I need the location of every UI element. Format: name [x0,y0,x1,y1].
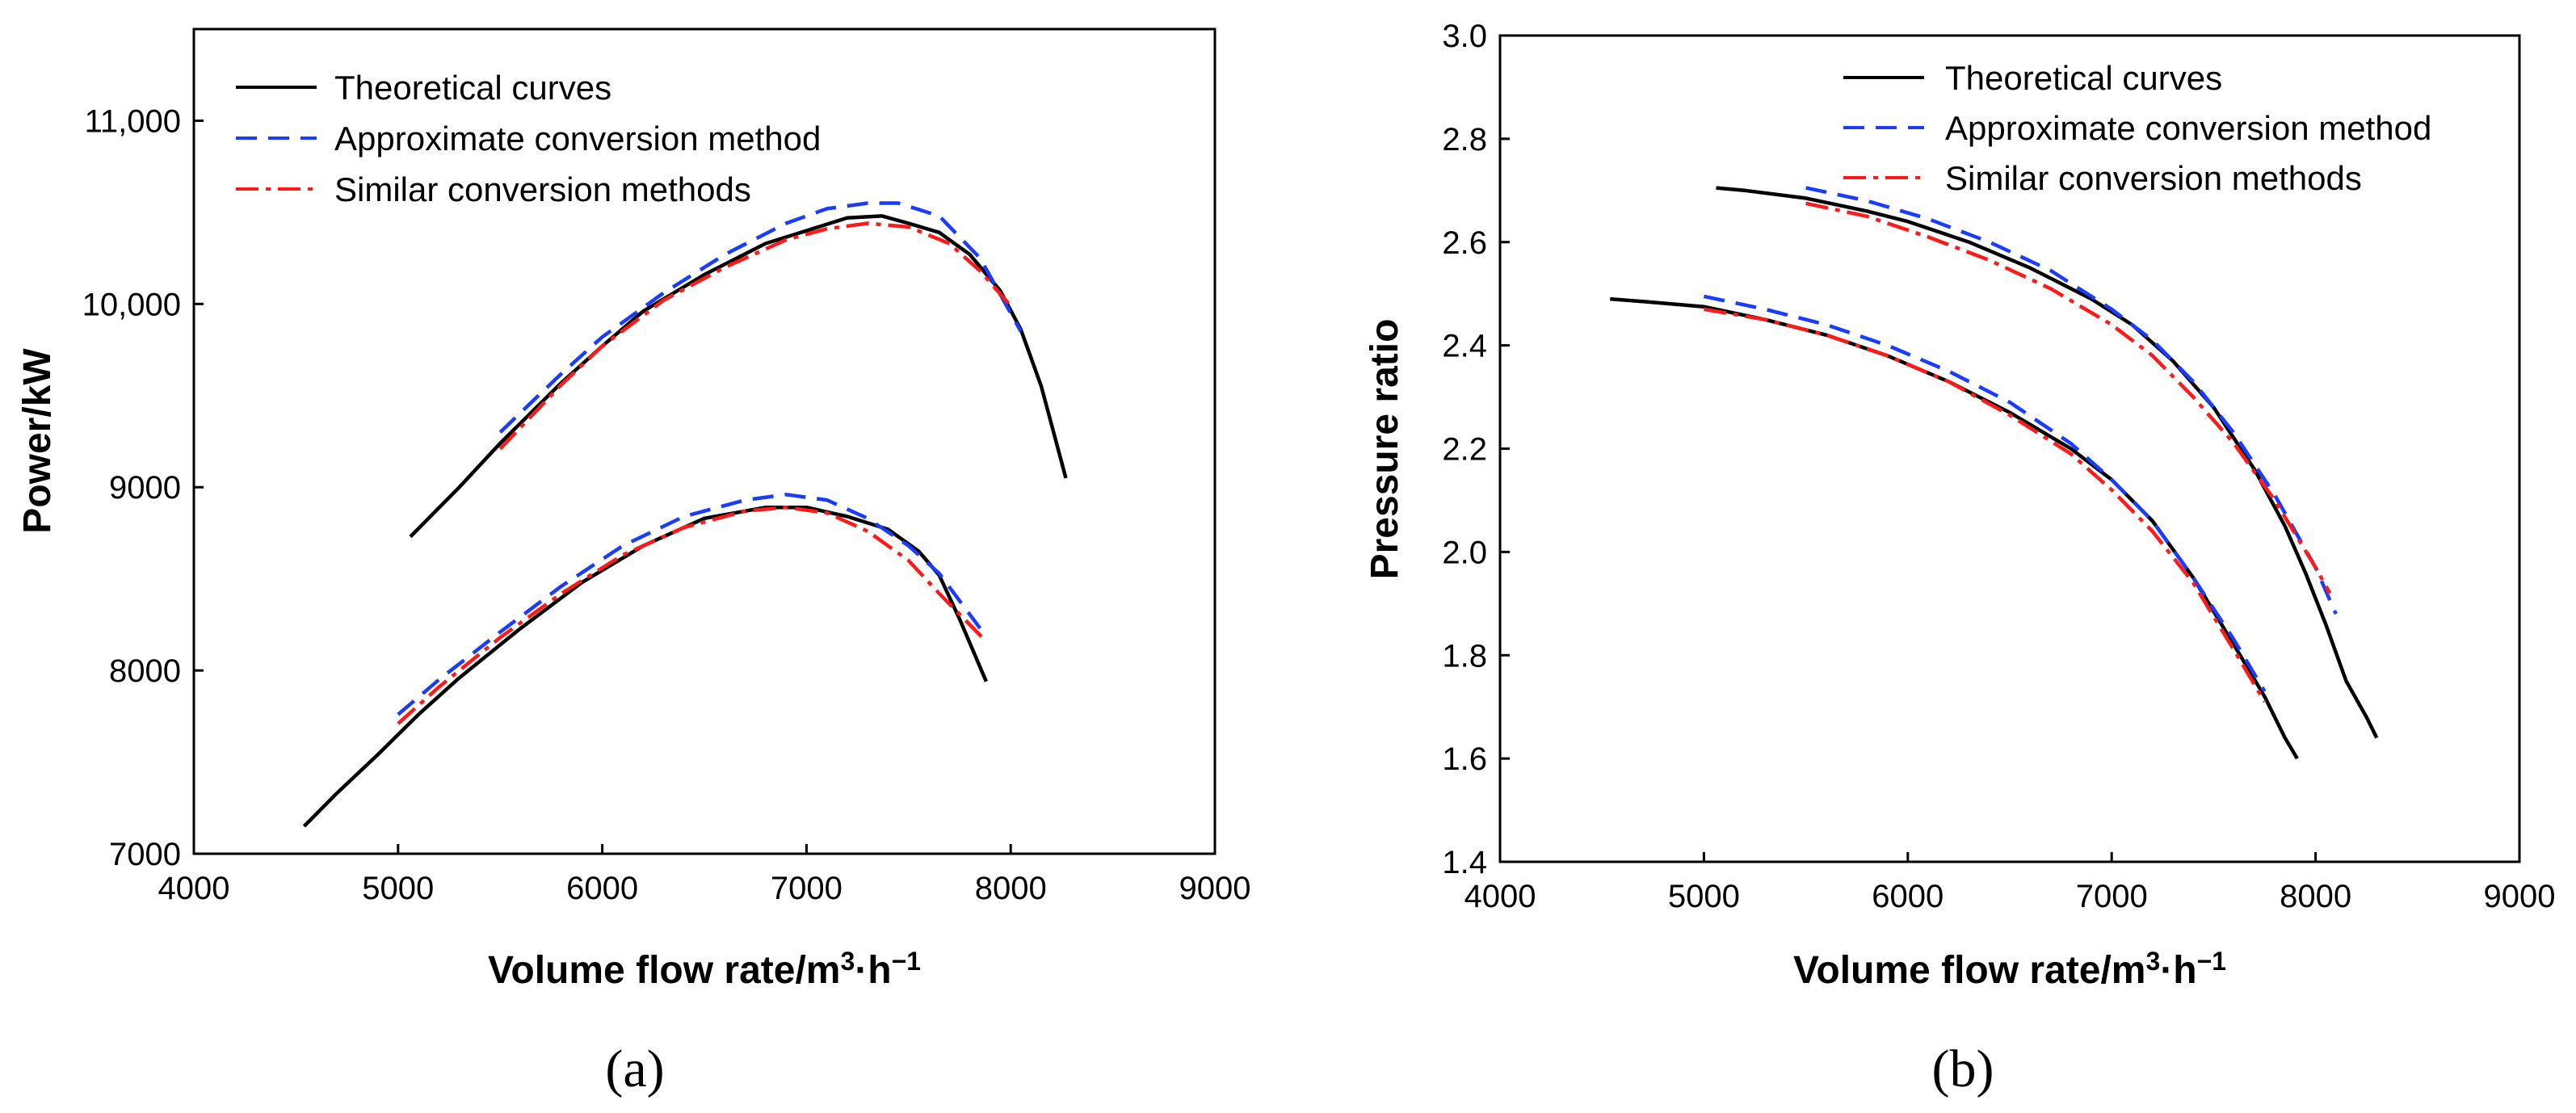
panel-a-x-tick-label: 6000 [566,871,638,906]
panel-b-y-tick-label: 2.6 [1442,225,1487,261]
panel-b-ticks: 4000 5000 6000 7000 8000 9000 1.4 1.6 1.8 2.0 2.2 2… [1442,19,2555,914]
panel-a-x-tick-label: 5000 [362,871,434,906]
panel-b-legend-label-similar: Similar conversion methods [1945,159,2362,197]
panel-a-series-solid-upper [409,214,1068,539]
panel-b-y-tick-label: 1.6 [1442,741,1487,777]
panel-b-y-tick-label: 2.8 [1442,122,1487,158]
panel-b-x-tick-label: 9000 [2484,879,2556,914]
panel-b-x-tick-label: 8000 [2280,879,2351,914]
panel-b-y-tick-label: 1.8 [1442,638,1487,674]
panel-a-x-axis-title: Volume flow rate/m3·h−1 [488,947,921,992]
panel-b-legend-label-theoretical: Theoretical curves [1945,59,2222,97]
panel-a-series-dashdot-lower [397,505,985,725]
panel-b-x-tick-label: 6000 [1872,879,1944,914]
panel-b-legend-label-approximate: Approximate conversion method [1945,109,2431,147]
panel-b-x-axis-title: Volume flow rate/m3·h−1 [1793,947,2226,992]
panel-b-y-axis-title: Pressure ratio [1364,319,1406,580]
panel-b-x-tick-label: 5000 [1668,879,1740,914]
panel-b-chart: 4000 5000 6000 7000 8000 9000 1.4 1.6 1.8 2.0 2.2 2… [1364,19,2555,1098]
panel-a-label: (a) [605,1040,664,1098]
panel-a-chart: 4000 5000 6000 7000 8000 9000 7000 8000 9000 10,0… [16,27,1251,1098]
panel-a-y-tick-label: 7000 [109,837,181,872]
panel-b-series-solid-upper [1716,186,2379,739]
panel-b-series [1610,186,2379,760]
panel-b-series-dashdot-lower [1704,307,2267,703]
panel-a-series-dashdot-upper [498,221,1012,451]
panel-a-y-tick-label: 9000 [109,470,181,506]
panel-a-x-tick-label: 8000 [975,871,1047,906]
panel-a-x-tick-label: 4000 [158,871,230,906]
panel-a-y-tick-label: 10,000 [82,287,181,322]
panel-b-y-tick-label: 2.4 [1442,329,1487,364]
panel-a-x-tick-label: 9000 [1179,871,1251,906]
panel-a-y-tick-label: 8000 [109,653,181,689]
panel-a-legend-label-similar: Similar conversion methods [334,170,751,208]
panel-a-y-axis-title: Power/kW [16,348,59,534]
panel-b-y-tick-label: 2.0 [1442,535,1487,570]
panel-b-series-dashed-upper [1805,186,2338,615]
panel-b-legend: Theoretical curves Approximate conversio… [1843,59,2431,197]
panel-a-legend-label-theoretical: Theoretical curves [334,69,611,107]
panel-a-series-dashed-lower [397,493,982,716]
panel-b-series-dashdot-upper [1805,201,2332,594]
panel-a-series [302,201,1068,828]
panel-b-x-tick-label: 4000 [1464,879,1536,914]
panel-b-series-solid-lower [1610,296,2299,760]
panel-b-x-tick-label: 7000 [2076,879,2148,914]
panel-a-legend-label-approximate: Approximate conversion method [334,120,821,158]
panel-a-ticks: 4000 5000 6000 7000 8000 9000 7000 8000 9000 10,0… [82,103,1251,906]
panel-a-series-dashed-upper [498,201,1023,434]
panel-a-x-tick-label: 7000 [771,871,843,906]
panel-a-legend: Theoretical curves Approximate conversio… [236,69,821,208]
panel-b-y-tick-label: 2.2 [1442,432,1487,468]
panel-a-plot-frame [192,27,1217,855]
panel-b-label: (b) [1932,1040,1994,1098]
panel-b-y-tick-label: 3.0 [1442,19,1487,54]
panel-a-y-tick-label: 11,000 [85,103,181,139]
panel-b-series-dashed-lower [1703,294,2267,693]
panel-b-y-tick-label: 1.4 [1442,845,1487,880]
panel-a-series-solid-lower [302,505,988,828]
